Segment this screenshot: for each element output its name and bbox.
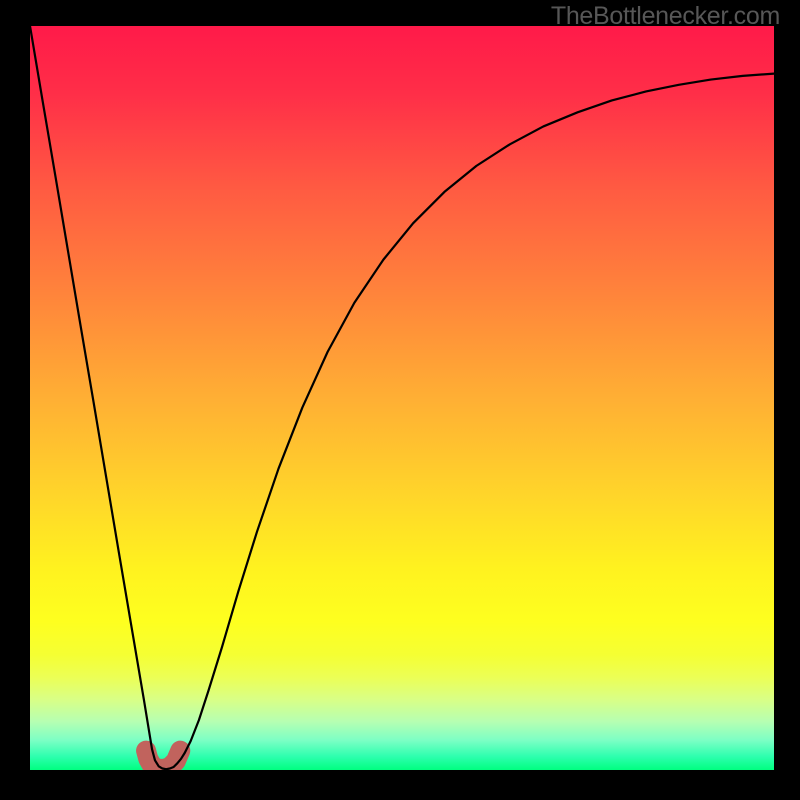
bottleneck-chart xyxy=(30,26,774,770)
chart-container: TheBottlenecker.com xyxy=(0,0,800,800)
watermark-label: TheBottlenecker.com xyxy=(551,2,780,31)
gradient-background xyxy=(30,26,774,770)
